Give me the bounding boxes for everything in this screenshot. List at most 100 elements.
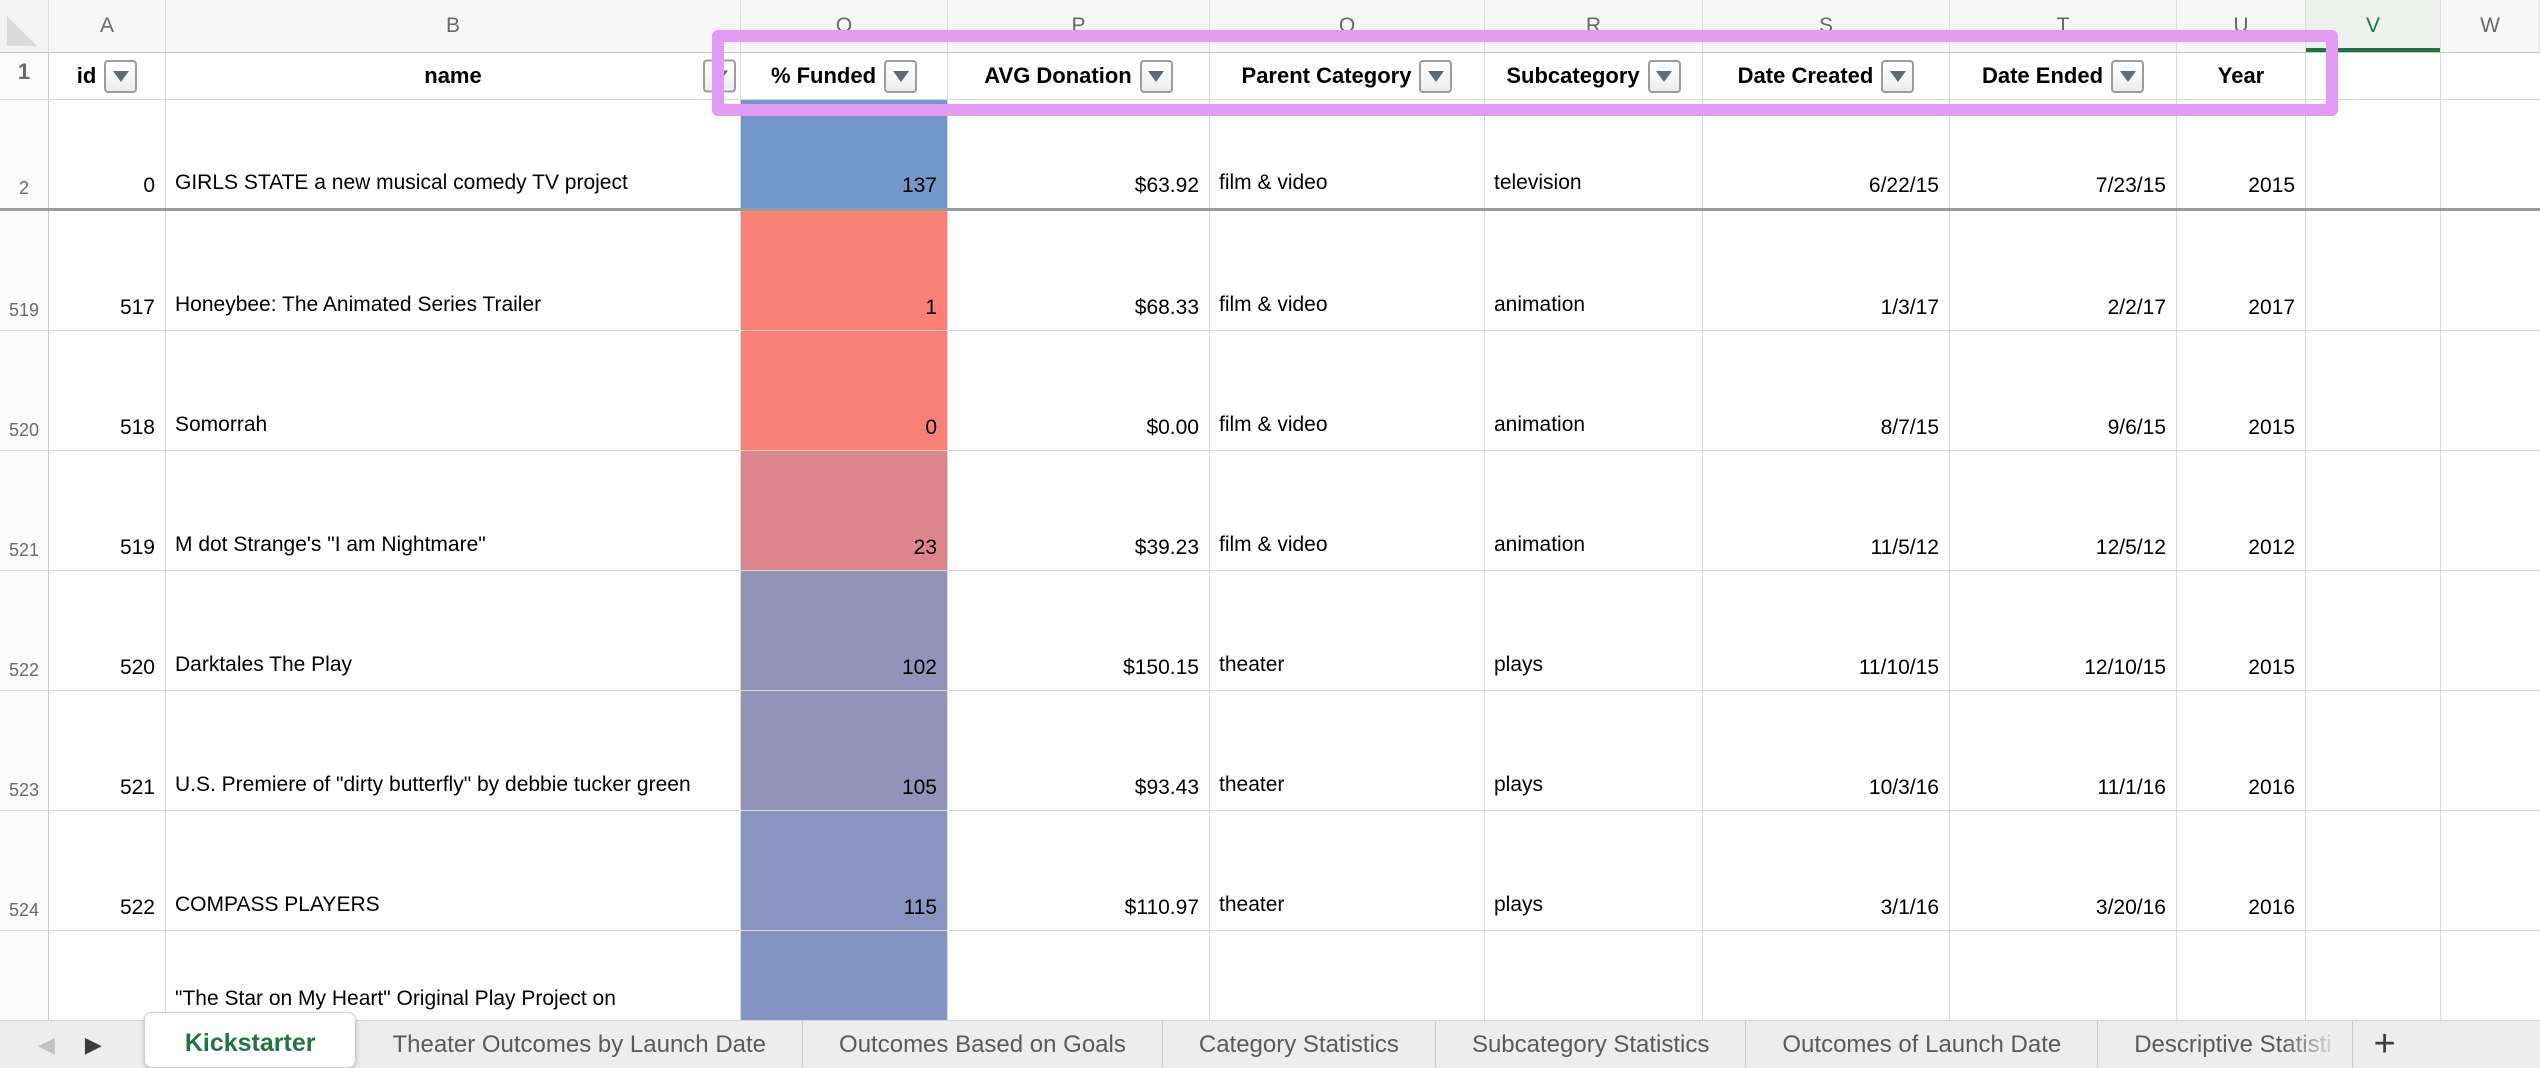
cell-w-empty[interactable] — [2441, 451, 2540, 570]
cell-date-created[interactable] — [1703, 931, 1950, 1020]
header-cell-date-ended[interactable]: Date Ended — [1950, 53, 2177, 99]
filter-dropdown-button-date-created[interactable] — [1881, 59, 1915, 93]
row-number[interactable]: 520 — [0, 331, 49, 450]
cell-name[interactable]: "The Star on My Heart" Original Play Pro… — [166, 931, 741, 1020]
cell-parent-category[interactable]: film & video — [1210, 100, 1485, 208]
next-sheet-arrow-icon[interactable]: ▶ — [84, 1031, 102, 1057]
cell-name[interactable]: Darktales The Play — [166, 571, 741, 690]
cell-percent-funded[interactable]: 0 — [741, 331, 948, 450]
cell-w-empty[interactable] — [2441, 100, 2540, 208]
cell-subcategory[interactable]: television — [1485, 100, 1703, 208]
column-header-U[interactable]: U — [2177, 0, 2306, 52]
header-cell-w-empty[interactable] — [2441, 53, 2540, 99]
cell-year[interactable]: 2015 — [2177, 571, 2306, 690]
row-number[interactable]: 522 — [0, 571, 49, 690]
cell-id[interactable]: 521 — [49, 691, 166, 810]
cell-v-empty[interactable] — [2306, 100, 2441, 208]
header-cell-name[interactable]: name — [166, 53, 741, 99]
cell-avg-donation[interactable]: $39.23 — [948, 451, 1210, 570]
add-sheet-button[interactable]: + — [2373, 1023, 2396, 1065]
cell-id[interactable] — [49, 931, 166, 1020]
cell-year[interactable]: 2017 — [2177, 211, 2306, 330]
sheet-tab[interactable]: Descriptive Statisti — [2098, 1021, 2353, 1068]
filter-dropdown-button-percent-funded[interactable] — [884, 59, 918, 93]
filter-dropdown-button-parent-category[interactable] — [1419, 59, 1453, 93]
column-header-W[interactable]: W — [2441, 0, 2540, 52]
cell-percent-funded[interactable] — [741, 931, 948, 1020]
cell-date-ended[interactable]: 9/6/15 — [1950, 331, 2177, 450]
row-number[interactable]: 524 — [0, 811, 49, 930]
cell-w-empty[interactable] — [2441, 691, 2540, 810]
cell-subcategory[interactable] — [1485, 931, 1703, 1020]
cell-date-ended[interactable]: 2/2/17 — [1950, 211, 2177, 330]
cell-w-empty[interactable] — [2441, 211, 2540, 330]
column-header-P[interactable]: P — [948, 0, 1210, 52]
cell-parent-category[interactable] — [1210, 931, 1485, 1020]
cell-v-empty[interactable] — [2306, 691, 2441, 810]
cell-date-created[interactable]: 8/7/15 — [1703, 331, 1950, 450]
column-header-B[interactable]: B — [166, 0, 741, 52]
cell-date-created[interactable]: 10/3/16 — [1703, 691, 1950, 810]
cell-year[interactable]: 2016 — [2177, 691, 2306, 810]
cell-w-empty[interactable] — [2441, 571, 2540, 690]
select-all-corner[interactable] — [0, 0, 49, 52]
cell-date-created[interactable]: 3/1/16 — [1703, 811, 1950, 930]
cell-parent-category[interactable]: film & video — [1210, 211, 1485, 330]
cell-avg-donation[interactable] — [948, 931, 1210, 1020]
header-cell-parent-category[interactable]: Parent Category — [1210, 53, 1485, 99]
cell-parent-category[interactable]: theater — [1210, 571, 1485, 690]
cell-avg-donation[interactable]: $63.92 — [948, 100, 1210, 208]
column-header-S[interactable]: S — [1703, 0, 1950, 52]
cell-name[interactable]: Honeybee: The Animated Series Trailer — [166, 211, 741, 330]
column-header-R[interactable]: R — [1485, 0, 1703, 52]
header-cell-v-empty[interactable] — [2306, 53, 2441, 99]
cell-name[interactable]: M dot Strange's "I am Nightmare" — [166, 451, 741, 570]
cell-parent-category[interactable]: theater — [1210, 811, 1485, 930]
row-number[interactable]: 2 — [0, 100, 49, 208]
cell-parent-category[interactable]: theater — [1210, 691, 1485, 810]
cell-date-created[interactable]: 11/10/15 — [1703, 571, 1950, 690]
column-header-O[interactable]: O — [741, 0, 948, 52]
header-cell-percent-funded[interactable]: % Funded — [741, 53, 948, 99]
filter-dropdown-button-name[interactable] — [703, 59, 736, 93]
cell-v-empty[interactable] — [2306, 331, 2441, 450]
cell-date-ended[interactable]: 7/23/15 — [1950, 100, 2177, 208]
cell-name[interactable]: U.S. Premiere of "dirty butterfly" by de… — [166, 691, 741, 810]
header-cell-id[interactable]: id — [49, 53, 166, 99]
cell-v-empty[interactable] — [2306, 571, 2441, 690]
cell-w-empty[interactable] — [2441, 931, 2540, 1020]
cell-id[interactable]: 518 — [49, 331, 166, 450]
cell-subcategory[interactable]: animation — [1485, 211, 1703, 330]
cell-parent-category[interactable]: film & video — [1210, 451, 1485, 570]
row-number[interactable]: 1 — [0, 53, 49, 99]
column-header-A[interactable]: A — [49, 0, 166, 52]
row-number[interactable]: 523 — [0, 691, 49, 810]
cell-percent-funded[interactable]: 23 — [741, 451, 948, 570]
prev-sheet-arrow-icon[interactable]: ◀ — [38, 1031, 55, 1057]
cell-year[interactable]: 2016 — [2177, 811, 2306, 930]
cell-avg-donation[interactable]: $93.43 — [948, 691, 1210, 810]
cell-percent-funded[interactable]: 1 — [741, 211, 948, 330]
cell-date-ended[interactable]: 12/10/15 — [1950, 571, 2177, 690]
filter-dropdown-button-avg-donation[interactable] — [1139, 59, 1173, 93]
row-number[interactable]: 519 — [0, 211, 49, 330]
cell-id[interactable]: 0 — [49, 100, 166, 208]
column-header-Q[interactable]: Q — [1210, 0, 1485, 52]
cell-subcategory[interactable]: plays — [1485, 691, 1703, 810]
column-header-T[interactable]: T — [1950, 0, 2177, 52]
sheet-tab[interactable]: Outcomes Based on Goals — [803, 1021, 1163, 1068]
cell-name[interactable]: Somorrah — [166, 331, 741, 450]
header-cell-avg-donation[interactable]: AVG Donation — [948, 53, 1210, 99]
sheet-tab[interactable]: Subcategory Statistics — [1436, 1021, 1747, 1068]
sheet-tab[interactable]: Outcomes of Launch Date — [1746, 1021, 2099, 1068]
cell-date-created[interactable]: 11/5/12 — [1703, 451, 1950, 570]
cell-year[interactable] — [2177, 931, 2306, 1020]
tab-kickstarter-active[interactable]: Kickstarter — [143, 1012, 357, 1068]
cell-year[interactable]: 2015 — [2177, 100, 2306, 208]
cell-id[interactable]: 520 — [49, 571, 166, 690]
cell-subcategory[interactable]: animation — [1485, 331, 1703, 450]
cell-date-ended[interactable]: 12/5/12 — [1950, 451, 2177, 570]
cell-v-empty[interactable] — [2306, 211, 2441, 330]
cell-parent-category[interactable]: film & video — [1210, 331, 1485, 450]
cell-percent-funded[interactable]: 105 — [741, 691, 948, 810]
